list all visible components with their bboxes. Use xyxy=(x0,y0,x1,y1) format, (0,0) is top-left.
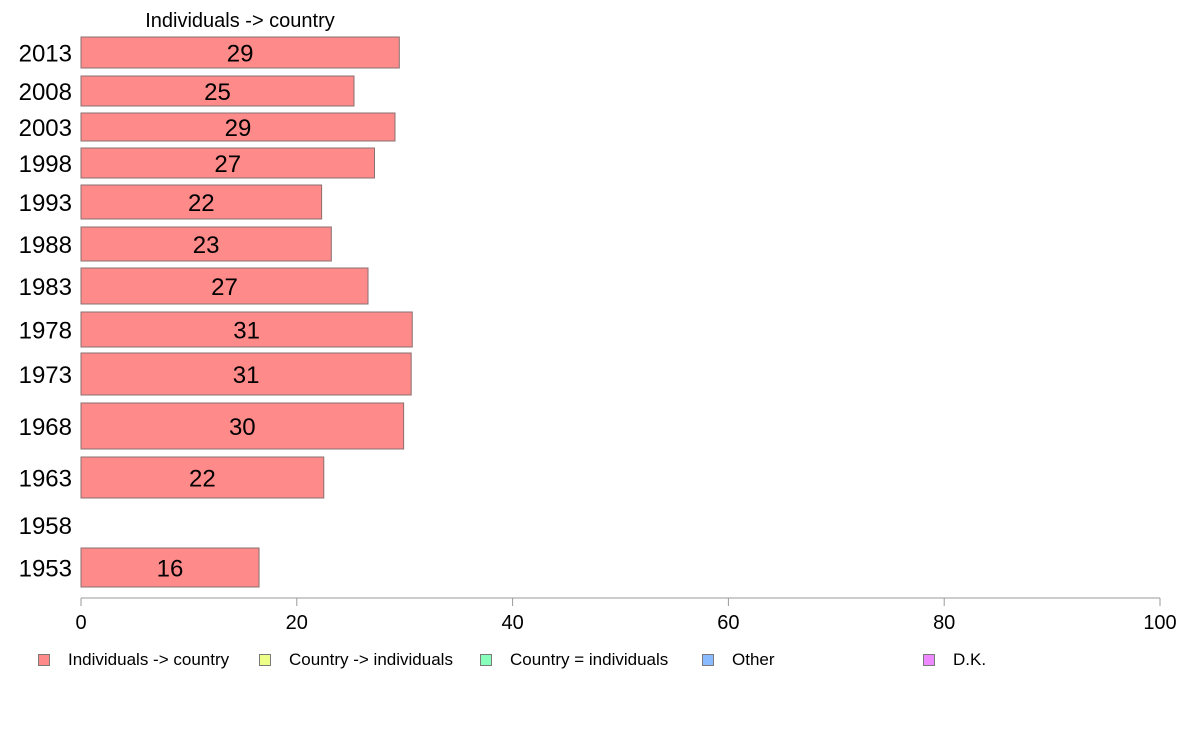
y-tick-label: 2013 xyxy=(19,41,72,68)
bar xyxy=(80,352,412,396)
bar xyxy=(80,267,369,305)
bar xyxy=(80,456,325,499)
bar xyxy=(80,547,260,588)
y-tick-label: 1978 xyxy=(19,318,72,345)
y-tick-label: 2003 xyxy=(19,115,72,142)
bar xyxy=(80,226,332,262)
data-label: 31 xyxy=(233,362,260,389)
x-tick-label: 80 xyxy=(933,612,955,634)
legend-item-country-individuals: Country -> individuals xyxy=(259,650,453,670)
data-label: 27 xyxy=(211,274,238,301)
legend-label: Other xyxy=(732,650,775,669)
bar xyxy=(80,402,405,450)
legend-swatch xyxy=(923,654,935,666)
x-axis: 0 20 40 60 80 100 xyxy=(75,597,1177,634)
bars-layer: 29 25 29 27 22 23 27 31 31 30 22 16 xyxy=(80,36,413,588)
y-tick-label: 2008 xyxy=(19,79,72,106)
x-tick-label: 20 xyxy=(286,612,308,634)
data-label: 16 xyxy=(157,556,184,583)
y-tick-label: 1958 xyxy=(19,513,72,540)
y-tick-label: 1993 xyxy=(19,190,72,217)
bar xyxy=(80,75,355,107)
x-tick-label: 60 xyxy=(717,612,739,634)
legend-item-country-equals-individuals: Country = individuals xyxy=(480,650,668,670)
legend-label: Individuals -> country xyxy=(68,650,230,669)
x-tick-label: 0 xyxy=(75,612,86,634)
data-label: 29 xyxy=(225,115,252,142)
bar xyxy=(80,36,400,69)
data-label: 29 xyxy=(227,41,254,68)
y-tick-label: 1968 xyxy=(19,414,72,441)
data-label: 22 xyxy=(188,190,215,217)
y-tick-label: 1988 xyxy=(19,232,72,259)
legend-label: Country -> individuals xyxy=(289,650,453,669)
data-label: 31 xyxy=(233,318,260,345)
y-tick-label: 1953 xyxy=(19,556,72,583)
legend: Individuals -> country Country -> indivi… xyxy=(38,650,1038,674)
legend-item-dk: D.K. xyxy=(923,650,986,670)
data-label: 22 xyxy=(189,466,216,493)
bar xyxy=(80,112,396,142)
bar xyxy=(80,311,413,348)
bar xyxy=(80,184,323,220)
y-tick-label: 1983 xyxy=(19,274,72,301)
legend-swatch xyxy=(480,654,492,666)
data-label: 25 xyxy=(204,79,231,106)
legend-item-other: Other xyxy=(702,650,775,670)
x-tick-label: 40 xyxy=(501,612,523,634)
y-tick-label: 1973 xyxy=(19,362,72,389)
legend-swatch xyxy=(702,654,714,666)
legend-label: Country = individuals xyxy=(510,650,669,669)
chart-title: Individuals -> country xyxy=(145,10,335,32)
legend-swatch xyxy=(259,654,271,666)
legend-item-individuals-country: Individuals -> country xyxy=(38,650,229,670)
x-tick-label: 100 xyxy=(1143,612,1176,634)
data-label: 30 xyxy=(229,414,256,441)
y-tick-label: 1998 xyxy=(19,151,72,178)
legend-label: D.K. xyxy=(953,650,987,669)
legend-swatch xyxy=(38,654,50,666)
bar xyxy=(80,147,375,179)
data-label: 27 xyxy=(214,151,241,178)
y-axis-labels: 2013 2008 2003 1998 1993 1988 1983 1978 1973 1968… xyxy=(19,41,72,583)
y-tick-label: 1963 xyxy=(19,466,72,493)
data-label: 23 xyxy=(193,232,220,259)
